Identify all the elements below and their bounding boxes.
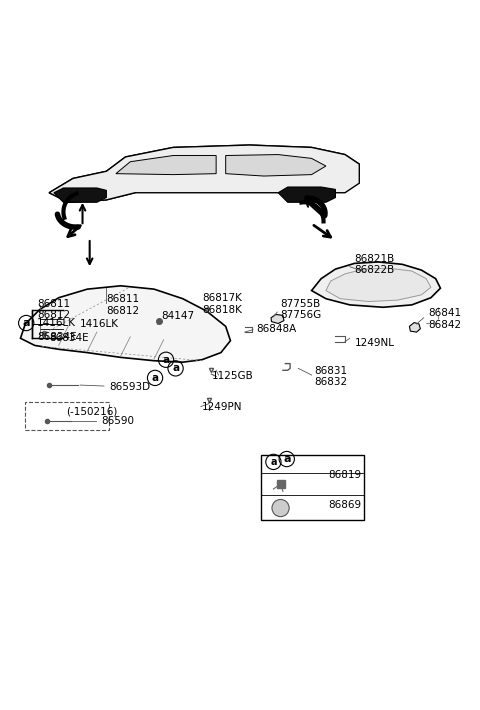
- Text: 84147: 84147: [161, 311, 194, 321]
- Text: a: a: [23, 318, 30, 328]
- Polygon shape: [49, 145, 360, 202]
- Polygon shape: [49, 171, 135, 202]
- Text: 86831
86832: 86831 86832: [314, 366, 347, 387]
- Text: 86834E: 86834E: [49, 333, 89, 344]
- Text: 86834E: 86834E: [37, 332, 77, 342]
- Polygon shape: [21, 286, 230, 362]
- Polygon shape: [116, 155, 216, 175]
- Text: 1416LK: 1416LK: [37, 318, 76, 328]
- Text: 86811
86812: 86811 86812: [107, 294, 140, 316]
- Text: 86811
86812: 86811 86812: [37, 299, 70, 320]
- Bar: [262, 455, 364, 520]
- Text: 1125GB: 1125GB: [211, 371, 253, 381]
- FancyArrowPatch shape: [314, 225, 331, 237]
- Text: 86819: 86819: [328, 470, 361, 480]
- Text: 1249PN: 1249PN: [202, 403, 242, 413]
- Text: 86841
86842: 86841 86842: [429, 308, 462, 330]
- FancyArrowPatch shape: [68, 226, 81, 236]
- Polygon shape: [54, 188, 107, 202]
- Text: 86869: 86869: [328, 501, 361, 510]
- Text: (-150216): (-150216): [66, 406, 117, 416]
- Text: a: a: [152, 373, 158, 383]
- Text: 1416LK: 1416LK: [80, 319, 119, 329]
- Text: 86590: 86590: [102, 416, 134, 426]
- Polygon shape: [226, 155, 326, 176]
- Text: a: a: [283, 454, 290, 464]
- Text: 86593D: 86593D: [109, 382, 150, 392]
- Text: a: a: [172, 364, 179, 373]
- Text: 1249NL: 1249NL: [355, 338, 395, 348]
- Polygon shape: [326, 268, 431, 302]
- Polygon shape: [278, 187, 336, 202]
- Text: a: a: [270, 457, 276, 467]
- Text: 87755B
87756G: 87755B 87756G: [281, 299, 322, 320]
- Text: a: a: [162, 355, 169, 365]
- Text: 86817K
86818K: 86817K 86818K: [202, 293, 242, 315]
- Polygon shape: [312, 262, 441, 307]
- Circle shape: [272, 499, 289, 517]
- Polygon shape: [409, 322, 420, 332]
- Text: 86848A: 86848A: [257, 324, 297, 334]
- Text: 86821B
86822B: 86821B 86822B: [355, 253, 395, 275]
- Polygon shape: [271, 315, 284, 324]
- Polygon shape: [107, 145, 360, 181]
